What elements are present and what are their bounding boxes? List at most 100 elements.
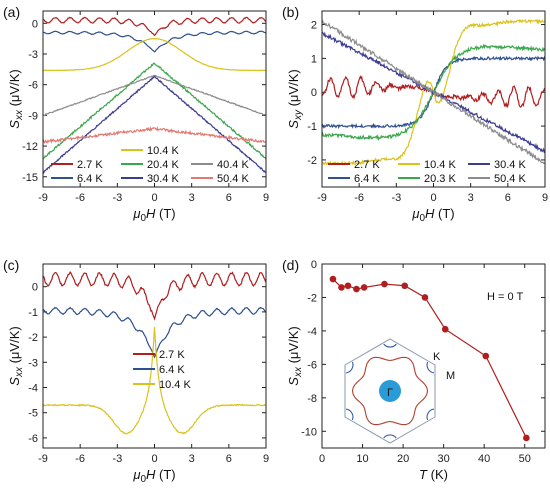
y-tick-label: -1: [28, 307, 38, 319]
x-axis-title: T (K): [419, 467, 448, 482]
x-tick-label: 0: [430, 192, 436, 204]
x-tick-label: 3: [468, 192, 474, 204]
panel-d: (d) 0 10 20 30 40 50 0 -2 -4 -6 -8 -10 T (K) Sxx (μV/K…: [282, 257, 546, 482]
series-line-6-4-K: [43, 306, 266, 359]
data-point: [360, 284, 368, 291]
x-tick-label: 3: [189, 192, 195, 204]
series-line-10-4-K: [43, 326, 266, 435]
axes-frame: [42, 10, 267, 188]
y-tick-label: 0: [32, 18, 38, 30]
x-tick-label: 6: [226, 453, 232, 465]
x-tick-label: 6: [226, 192, 232, 204]
field-annotation: H = 0 T: [487, 291, 523, 303]
x-tick-label: -9: [38, 453, 48, 465]
fermi-surface-contour: [351, 356, 429, 426]
plot-area: [329, 275, 530, 442]
legend-label: 6.4 K: [77, 173, 103, 185]
y-tick-label: -4: [307, 326, 317, 338]
series-line-50-4-K: [43, 125, 266, 144]
axes-frame: [321, 263, 546, 449]
legend-label: 50.4 K: [494, 173, 526, 185]
y-tick-label: -3: [28, 357, 38, 369]
y-tick-label: -2: [28, 332, 38, 344]
y-tick-label: -8: [307, 393, 317, 405]
y-axis-title: Sxy (μV/K): [286, 69, 304, 128]
series-line-2-7-K: [43, 16, 266, 37]
legend-label: 20.4 K: [147, 159, 179, 171]
hexagon-boundary: [344, 338, 436, 444]
data-point: [523, 434, 530, 442]
x-tick-label: 9: [263, 192, 269, 204]
x-tick-label: -3: [391, 192, 401, 204]
y-tick-label: -2: [307, 292, 317, 304]
plot-area: [43, 16, 266, 174]
data-point: [329, 275, 337, 283]
legend-label: 6.4 K: [159, 364, 185, 376]
x-tick-label: 30: [438, 453, 450, 465]
y-tick-label: -9: [28, 110, 38, 122]
y-tick-label: -12: [22, 141, 38, 153]
data-point: [381, 280, 388, 288]
y-tick-label: -2: [307, 155, 317, 167]
plot-area: [43, 270, 266, 435]
legend-label: 2.7 K: [77, 159, 103, 171]
x-tick-label: -9: [317, 192, 327, 204]
k-pocket: [426, 361, 435, 374]
k-pocket: [345, 408, 354, 421]
y-tick-label: 1: [311, 53, 317, 65]
panel-a: (a) -9 -6 -3 0 3 6 9 0 -3 -6 -9 -12 -15 μ0H (T) Sxx (μV…: [3, 4, 269, 224]
data-point: [421, 294, 429, 301]
y-tick-label: 2: [311, 20, 317, 32]
x-axis-title: μ0H (T): [411, 206, 454, 224]
panel-label: (c): [3, 257, 19, 273]
y-axis-title: Sxx (μV/K): [7, 326, 25, 385]
k-pocket: [383, 343, 397, 348]
gamma-label: Γ: [387, 387, 393, 399]
legend-label: 40.4 K: [217, 159, 249, 171]
axes-frame: [321, 10, 546, 188]
x-tick-label: -6: [354, 192, 364, 204]
y-tick-label: 0: [311, 259, 317, 271]
panel-label: (a): [3, 4, 20, 20]
m-label: M: [446, 370, 455, 382]
x-tick-label: 0: [319, 453, 325, 465]
legend-label: 6.4 K: [354, 173, 380, 185]
y-tick-label: 0: [311, 87, 317, 99]
data-point: [338, 284, 345, 291]
data-point: [401, 282, 409, 290]
x-tick-label: -3: [112, 453, 122, 465]
series-line-20-4-K: [43, 62, 266, 160]
brillouin-zone-inset: Γ KM: [344, 338, 455, 444]
x-tick-label: 20: [397, 453, 409, 465]
data-point: [441, 325, 449, 333]
y-tick-label: 0: [32, 282, 38, 294]
series-line-30-4-K: [43, 75, 266, 174]
x-tick-label: 3: [189, 453, 195, 465]
x-axis-title: μ0H (T): [132, 206, 175, 224]
y-tick-label: -5: [28, 408, 38, 420]
series-line-2-7-K: [43, 270, 266, 321]
x-tick-label: 40: [478, 453, 490, 465]
panel-b: (b) -9 -6 -3 0 3 6 9 2 1 0 -1 -2 μ0H (T) Sxy (μV/K) 2.7…: [282, 4, 548, 224]
legend-label: 30.4 K: [147, 173, 179, 185]
series-line-10-4-K: [43, 37, 266, 72]
y-tick-label: -4: [28, 383, 38, 395]
series-line-40-4-K: [43, 74, 266, 117]
x-tick-label: 9: [542, 192, 548, 204]
y-tick-label: -3: [28, 49, 38, 61]
k-pocket: [345, 361, 354, 374]
data-point: [353, 285, 360, 293]
y-tick-label: -6: [28, 433, 38, 445]
series-line-6-4-K: [43, 30, 266, 53]
x-tick-label: -3: [112, 192, 122, 204]
series-line-50-4-K: [322, 19, 545, 165]
plot-area: [322, 18, 545, 166]
x-tick-label: 9: [263, 453, 269, 465]
y-tick-label: -1: [307, 121, 317, 133]
legend-label: 2.7 K: [159, 349, 185, 361]
y-axis-title: Sxx (μV/K): [7, 69, 25, 128]
legend-label: 30.4 K: [494, 159, 526, 171]
x-tick-label: -6: [75, 453, 85, 465]
legend-label: 10.4 K: [424, 159, 456, 171]
